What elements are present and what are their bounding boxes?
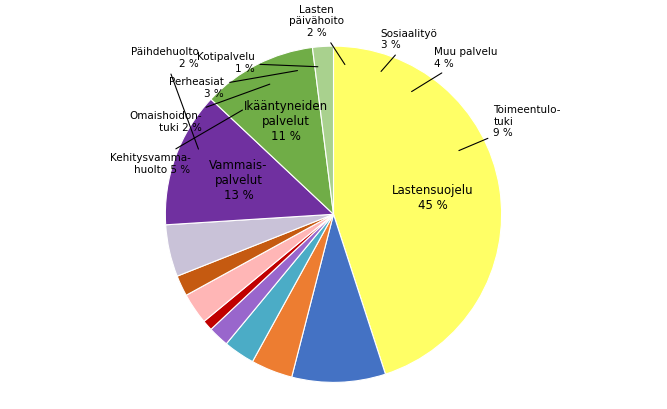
Wedge shape (226, 214, 334, 362)
Wedge shape (211, 214, 334, 344)
Wedge shape (334, 46, 502, 374)
Wedge shape (312, 46, 334, 214)
Wedge shape (291, 214, 386, 382)
Text: Omaishoidon-
tuki 2 %: Omaishoidon- tuki 2 % (129, 84, 269, 133)
Text: Kehitysvamma-
huolto 5 %: Kehitysvamma- huolto 5 % (109, 110, 243, 175)
Wedge shape (211, 47, 334, 214)
Text: Ikääntyneiden
palvelut
11 %: Ikääntyneiden palvelut 11 % (244, 100, 328, 143)
Wedge shape (186, 214, 334, 321)
Text: Lastensuojelu
45 %: Lastensuojelu 45 % (392, 184, 474, 212)
Text: Sosiaalityö
3 %: Sosiaalityö 3 % (381, 29, 438, 72)
Text: Vammais-
palvelut
13 %: Vammais- palvelut 13 % (209, 159, 268, 202)
Wedge shape (165, 99, 334, 225)
Text: Lasten
päivähoito
2 %: Lasten päivähoito 2 % (289, 4, 345, 65)
Wedge shape (253, 214, 334, 377)
Wedge shape (177, 214, 334, 295)
Text: Kotipalvelu
1 %: Kotipalvelu 1 % (197, 52, 318, 74)
Text: Perheasiat
3 %: Perheasiat 3 % (169, 71, 297, 99)
Text: Toimeentulo-
tuki
9 %: Toimeentulo- tuki 9 % (459, 105, 561, 151)
Wedge shape (165, 214, 334, 276)
Wedge shape (204, 214, 334, 329)
Text: Päihdehuolto
2 %: Päihdehuolto 2 % (131, 47, 199, 149)
Text: Muu palvelu
4 %: Muu palvelu 4 % (412, 47, 498, 92)
